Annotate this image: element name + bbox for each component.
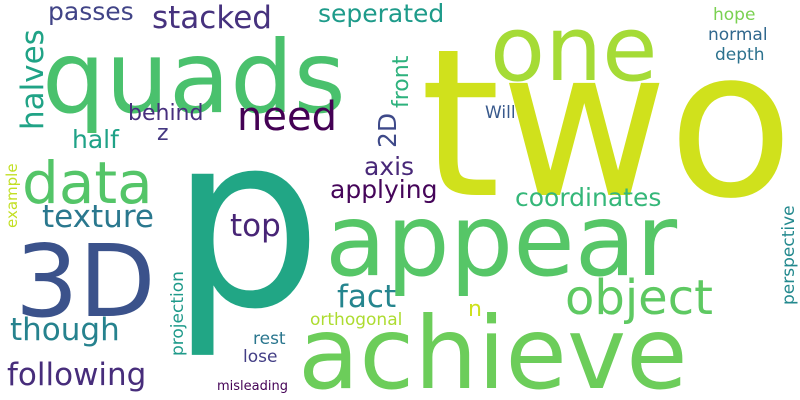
word-two: two <box>420 6 793 244</box>
word-top: top <box>230 208 281 244</box>
word-quads: quads <box>42 19 346 136</box>
word-orthogonal: orthogonal <box>310 310 402 330</box>
word-normal: normal <box>708 25 768 45</box>
word-projection: projection <box>168 271 188 356</box>
word-2D: 2D <box>373 113 402 148</box>
word-following: following <box>7 357 146 393</box>
word-coordinates: coordinates <box>515 183 661 212</box>
word-front: front <box>389 55 414 108</box>
word-data: data <box>22 149 153 217</box>
word-p: p <box>170 82 322 362</box>
word-depth: depth <box>715 45 764 65</box>
word-halves: halves <box>15 29 51 130</box>
word-object: object <box>565 270 713 326</box>
word-3D: 3D <box>15 223 156 340</box>
word-though: though <box>10 312 120 348</box>
word-appear: appear <box>325 182 678 299</box>
word-hope: hope <box>713 5 755 25</box>
word-z: z <box>157 121 169 146</box>
word-half: half <box>72 125 120 154</box>
word-rest: rest <box>253 329 286 349</box>
word-n: n <box>468 297 482 322</box>
word-example: example <box>3 163 21 228</box>
word-one: one <box>490 0 657 102</box>
word-applying: applying <box>330 175 437 204</box>
word-texture: texture <box>42 199 154 235</box>
word-Will: Will <box>485 103 516 123</box>
word-axis: axis <box>364 152 414 181</box>
word-behind: behind <box>128 101 203 126</box>
word-misleading: misleading <box>217 379 288 394</box>
word-seperated: seperated <box>318 0 444 28</box>
word-lose: lose <box>243 347 277 367</box>
word-passes: passes <box>48 0 134 26</box>
word-perspective: perspective <box>779 205 799 305</box>
word-fact: fact <box>337 279 396 315</box>
word-stacked: stacked <box>152 0 272 36</box>
word-achieve: achieve <box>298 295 688 400</box>
word-need: need <box>237 94 337 140</box>
